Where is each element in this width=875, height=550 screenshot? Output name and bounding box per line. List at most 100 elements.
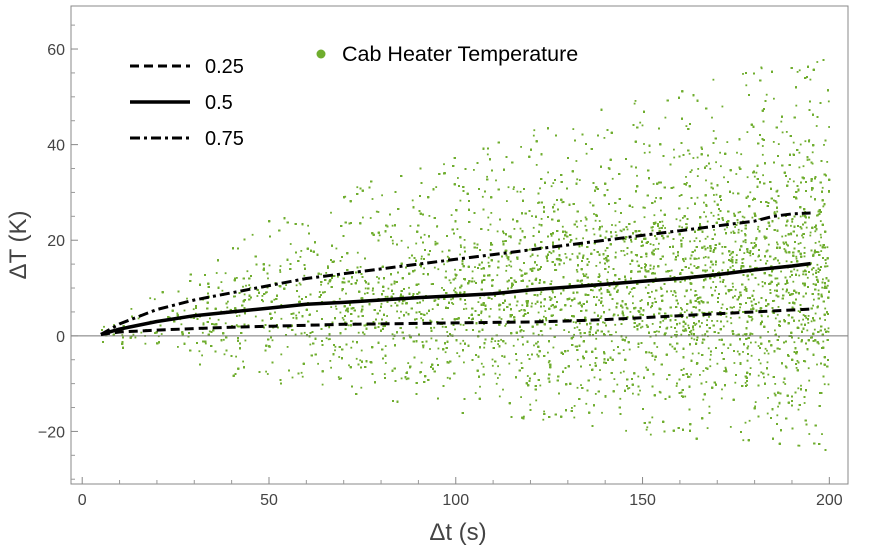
scatter-point [266,373,269,375]
scatter-point [334,345,337,348]
scatter-point [505,269,508,272]
scatter-point [317,362,319,365]
scatter-point [776,243,779,246]
scatter-point [657,248,660,250]
scatter-point [494,340,497,342]
scatter-point [244,339,247,342]
scatter-point [679,219,682,222]
scatter-point [745,84,748,87]
scatter-point [701,311,704,314]
scatter-point [265,370,267,373]
scatter-point [695,237,698,240]
scatter-point [706,220,709,223]
scatter-point [363,333,366,336]
scatter-point [675,385,678,387]
scatter-point [792,307,795,310]
scatter-point [697,168,700,170]
scatter-point [487,216,490,219]
scatter-point [747,315,750,317]
scatter-point [774,212,777,215]
scatter-point [598,299,600,302]
scatter-point [113,324,115,326]
scatter-point [539,293,542,296]
scatter-point [703,338,706,341]
scatter-point [436,357,438,360]
scatter-point [670,269,673,272]
scatter-point [495,179,497,182]
scatter-point [773,211,776,213]
scatter-point [781,131,784,134]
scatter-point [767,331,769,333]
scatter-point [591,289,594,292]
scatter-point [325,337,328,340]
scatter-point [770,274,773,277]
scatter-point [192,308,195,311]
scatter-point [646,426,649,429]
scatter-point [194,312,197,315]
scatter-point [744,381,747,384]
scatter-point [639,300,642,302]
scatter-point [533,267,536,270]
scatter-point [573,405,576,407]
scatter-point [491,358,494,361]
scatter-point [598,220,601,222]
scatter-point [405,378,408,381]
scatter-point [337,376,340,378]
scatter-point [409,225,412,227]
scatter-point [664,116,667,119]
scatter-point [733,212,735,215]
scatter-point [572,336,575,339]
scatter-point [534,245,537,247]
scatter-point [813,298,815,301]
scatter-point [300,250,303,252]
scatter-point [447,361,450,364]
scatter-point [758,358,760,361]
scatter-point [710,286,712,289]
scatter-point [786,220,788,223]
scatter-point [183,309,186,312]
scatter-point [774,289,776,292]
scatter-point [643,151,646,154]
scatter-point [645,366,648,369]
scatter-point [614,210,617,213]
scatter-point [791,220,794,223]
scatter-point [407,362,410,364]
scatter-point [620,230,623,233]
scatter-point [719,280,722,283]
scatter-point [666,326,669,329]
scatter-point [498,373,501,376]
scatter-point [808,379,811,382]
scatter-point [817,213,820,216]
scatter-point [812,273,814,276]
scatter-point [720,307,723,309]
scatter-point [693,338,696,341]
scatter-point [614,224,617,227]
scatter-point [806,265,809,268]
scatter-point [702,256,705,259]
scatter-point [539,318,541,321]
scatter-point [739,211,742,213]
scatter-point [292,317,295,319]
scatter-point [360,386,363,389]
scatter-point [585,152,588,155]
scatter-point [753,175,756,178]
scatter-point [242,285,244,288]
scatter-point [649,243,652,245]
scatter-point [702,315,705,318]
scatter-point [750,319,753,322]
scatter-point [459,199,462,202]
scatter-point [697,352,700,355]
scatter-point [772,141,775,143]
scatter-point [760,371,763,374]
scatter-point [444,351,447,354]
scatter-point [573,333,575,336]
scatter-point [496,274,499,277]
scatter-point [663,317,666,320]
scatter-point [674,291,677,294]
scatter-point [665,270,668,273]
scatter-point [710,211,713,214]
scatter-point [594,393,597,395]
scatter-point [730,258,733,261]
scatter-point [430,337,433,340]
scatter-point [799,215,802,218]
